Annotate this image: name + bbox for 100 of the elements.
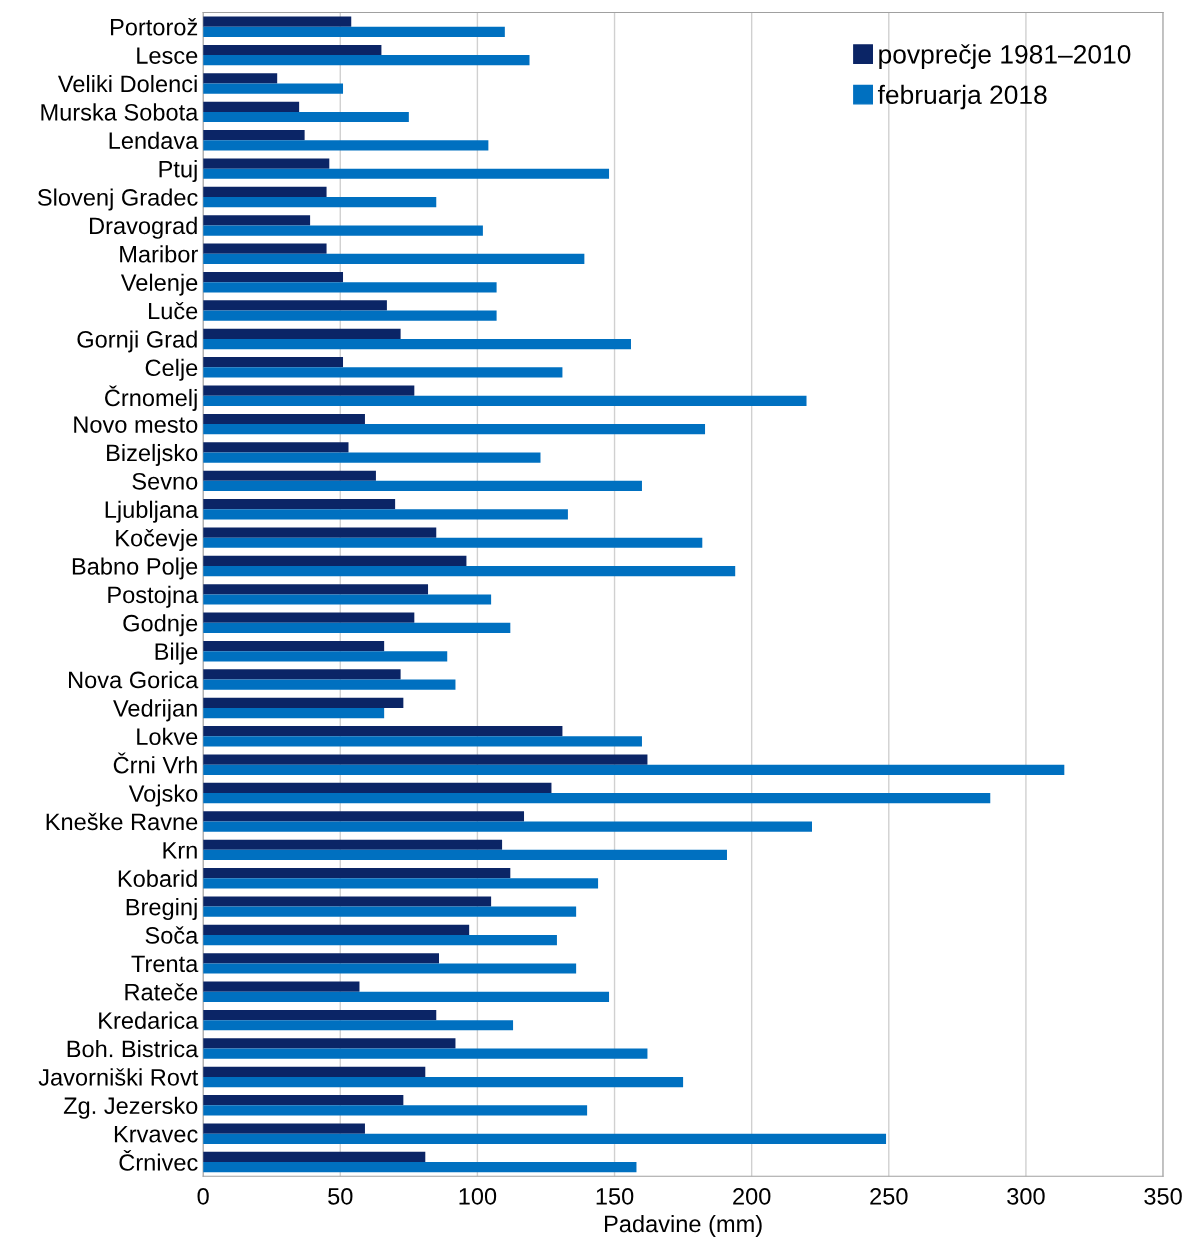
y-tick-label: Celje [145, 358, 198, 381]
x-tick-label: 50 [328, 1187, 353, 1205]
bar [203, 338, 631, 350]
bar [203, 584, 429, 595]
y-tick-label: Lendava [109, 131, 199, 150]
y-tick-label: Gornji Grad [77, 330, 197, 353]
bar [203, 527, 437, 538]
y-tick-label: Slovenj Gradec [37, 188, 198, 211]
bar [203, 963, 577, 974]
bar [203, 849, 727, 861]
bar [203, 328, 401, 339]
bar [203, 537, 703, 548]
x-tick-label: 100 [459, 1187, 497, 1205]
bar [203, 1038, 456, 1049]
bar [203, 357, 344, 368]
bar [203, 697, 404, 708]
bar [203, 470, 376, 481]
bar [203, 839, 503, 850]
bar [203, 168, 610, 179]
y-tick-label: Črni Vrh [113, 752, 197, 774]
bar [203, 271, 344, 283]
y-tick-label: Črnomelj [105, 385, 197, 411]
y-tick-label: Dravograd [89, 216, 197, 239]
bar [203, 736, 642, 747]
bar [203, 555, 467, 567]
y-tick-label: Soča [145, 926, 199, 944]
bar [203, 878, 599, 889]
bar [203, 395, 807, 406]
bar [203, 1020, 514, 1031]
y-tick-label: Vedrijan [113, 699, 197, 722]
bar [203, 16, 352, 27]
y-tick-label: Postojna [108, 585, 199, 608]
bar [203, 726, 563, 737]
bar [203, 130, 305, 141]
bar [203, 101, 300, 112]
x-tick-label: 250 [870, 1187, 908, 1205]
bar [203, 1151, 426, 1163]
bar [203, 1048, 648, 1059]
y-tick-label: Rateče [125, 983, 198, 1001]
bar [203, 73, 278, 84]
legend-label: povprečje 1981–2010 [879, 44, 1131, 69]
bar [203, 499, 396, 510]
bar [203, 991, 610, 1002]
y-tick-label: Kredarica [99, 1011, 199, 1029]
bar [203, 764, 1065, 775]
y-tick-label: Portorož [111, 18, 198, 36]
y-tick-label: Novo mesto [74, 416, 198, 433]
bar [203, 300, 387, 311]
y-tick-label: Veliki Dolenci [57, 74, 197, 93]
bar [203, 83, 344, 94]
bar [203, 1133, 887, 1144]
y-tick-label: Kočevje [116, 529, 198, 552]
y-tick-label: Bilje [155, 642, 198, 665]
bar [203, 640, 385, 652]
bar [203, 367, 563, 378]
bar [203, 707, 385, 719]
bar [203, 44, 382, 56]
x-tick-label: 200 [733, 1187, 771, 1205]
y-tick-label: Velenje [120, 273, 198, 296]
x-tick-label: 300 [1007, 1187, 1045, 1205]
bar [203, 1105, 588, 1116]
bar [203, 413, 365, 425]
y-tick-label: Lesce [137, 47, 198, 64]
bar [203, 282, 497, 293]
x-axis-title: Padavine (mm) [605, 1214, 762, 1237]
bar [203, 509, 568, 520]
bar [203, 253, 585, 265]
bar [203, 1066, 426, 1077]
y-tick-label: Kobarid [118, 869, 197, 888]
bar [203, 158, 330, 169]
bar [203, 934, 557, 946]
bar [203, 679, 456, 690]
y-tick-label: Bizeljsko [107, 443, 198, 466]
bar [203, 793, 991, 804]
y-tick-label: Luče [149, 301, 198, 320]
bar [203, 225, 483, 236]
bar [203, 612, 415, 623]
y-tick-label: Ljubljana [105, 500, 199, 523]
bar [203, 385, 415, 396]
bar [203, 215, 311, 226]
bar [203, 566, 736, 577]
bar [203, 111, 409, 123]
bar [203, 1009, 437, 1021]
x-tick-label: 350 [1144, 1187, 1182, 1205]
y-tick-label: Trenta [131, 955, 199, 973]
bar [203, 1162, 637, 1173]
bar [203, 1076, 684, 1088]
y-tick-label: Breginj [126, 898, 197, 921]
bar [203, 754, 648, 765]
bar [203, 669, 401, 680]
bar [203, 953, 440, 964]
bar [203, 197, 437, 208]
bar [203, 924, 470, 935]
bar [203, 1095, 404, 1106]
bar [203, 480, 642, 492]
legend-label: februarja 2018 [877, 84, 1047, 110]
x-tick-label: 150 [596, 1187, 634, 1205]
bar [203, 26, 505, 37]
bar [203, 1123, 365, 1134]
bar [203, 981, 360, 992]
